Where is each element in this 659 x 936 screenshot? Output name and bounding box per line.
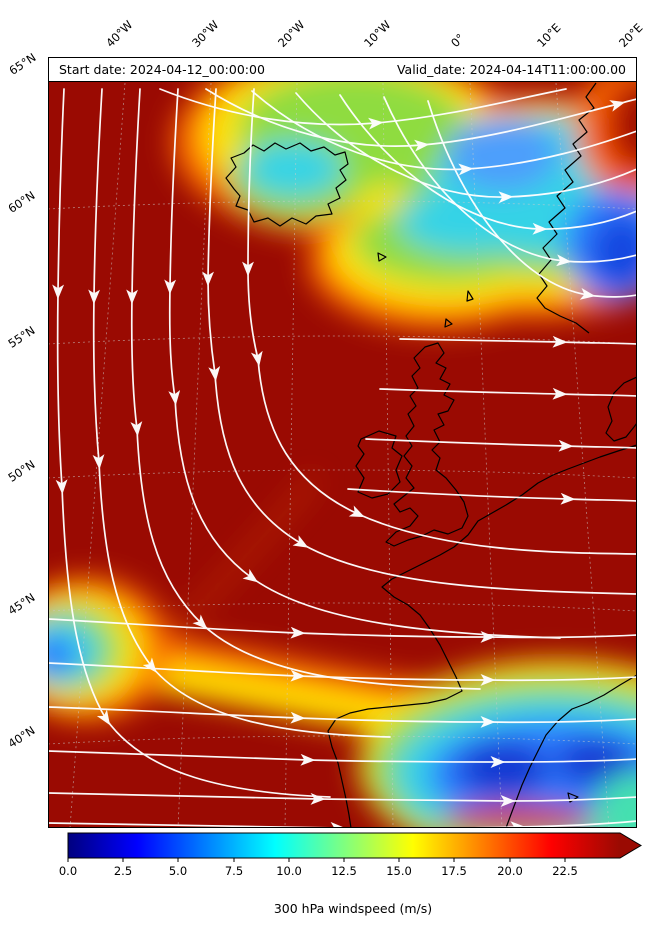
- colorbar-extend-arrow: [620, 833, 641, 858]
- start-date-label: Start date: 2024-04-12_00:00:00: [59, 62, 265, 77]
- colorbar-tick-label: 0.0: [58, 864, 78, 878]
- map-canvas: [48, 57, 637, 828]
- lon-tick-label: 20°W: [275, 17, 308, 50]
- colorbar-tick-label: 2.5: [113, 864, 133, 878]
- colorbar-gradient: [68, 833, 620, 858]
- lat-tick-label: 60°N: [5, 188, 38, 216]
- colorbar-tick-label: 15.0: [386, 864, 412, 878]
- streamline: [48, 792, 637, 807]
- colorbar: [67, 832, 642, 862]
- streamline: [251, 90, 637, 176]
- streamline: [48, 820, 637, 828]
- colorbar-tick-label: 17.5: [441, 864, 467, 878]
- colorbar-tick-label: 5.0: [168, 864, 188, 878]
- streamline: [205, 88, 637, 152]
- colorbar-tick-label: 10.0: [276, 864, 302, 878]
- colorbar-tick-label: 20.0: [497, 864, 523, 878]
- lat-tick-label: 40°N: [5, 723, 38, 751]
- lat-tick-label: 55°N: [5, 323, 38, 351]
- streamline: [48, 706, 637, 728]
- streamline: [347, 488, 637, 505]
- lon-tick-label: 0°: [448, 30, 468, 50]
- map-area: [48, 57, 637, 828]
- colorbar-tick-label: 22.5: [552, 864, 578, 878]
- streamline: [242, 88, 637, 555]
- coastline-iceland: [225, 142, 349, 227]
- lat-tick-label: 50°N: [5, 457, 38, 485]
- title-bar: Start date: 2024-04-12_00:00:00 Valid_da…: [49, 58, 636, 82]
- colorbar-outline: [67, 832, 642, 859]
- streamline: [383, 96, 637, 267]
- streamline: [164, 88, 561, 639]
- streamline: [339, 94, 637, 235]
- lon-tick-label: 30°W: [189, 17, 222, 50]
- streamline: [52, 88, 331, 798]
- streamline: [427, 100, 637, 300]
- lon-tick-label: 40°W: [103, 17, 136, 50]
- streamline: [365, 438, 637, 452]
- streamline: [48, 662, 637, 686]
- streamlines: [48, 88, 637, 828]
- streamline: [379, 387, 637, 400]
- lat-tick-label: 65°N: [6, 50, 39, 78]
- coastline-great-britain: [385, 342, 469, 547]
- island-orkney: [444, 318, 453, 328]
- colorbar-tick-label: 12.5: [331, 864, 357, 878]
- streamline: [295, 92, 637, 204]
- lon-tick-label: 10°E: [534, 20, 564, 50]
- colorbar-tick-label: 7.5: [224, 864, 244, 878]
- colorbar-ticks: [67, 858, 566, 862]
- colorbar-title: 300 hPa windspeed (m/s): [273, 901, 433, 916]
- streamline: [48, 618, 637, 643]
- lon-tick-label: 20°E: [616, 20, 646, 50]
- axes-frame: [48, 57, 637, 828]
- coastline-denmark: [605, 376, 637, 442]
- streamline: [399, 335, 637, 348]
- streamline: [202, 88, 637, 595]
- island-shetland: [466, 290, 474, 302]
- streamline: [48, 750, 637, 768]
- lon-tick-label: 10°W: [361, 17, 394, 50]
- island-faroe: [377, 252, 387, 262]
- streamline: [88, 88, 391, 738]
- lat-tick-label: 45°N: [5, 590, 38, 618]
- valid-date-label: Valid_date: 2024-04-14T11:00:00.00: [396, 62, 626, 77]
